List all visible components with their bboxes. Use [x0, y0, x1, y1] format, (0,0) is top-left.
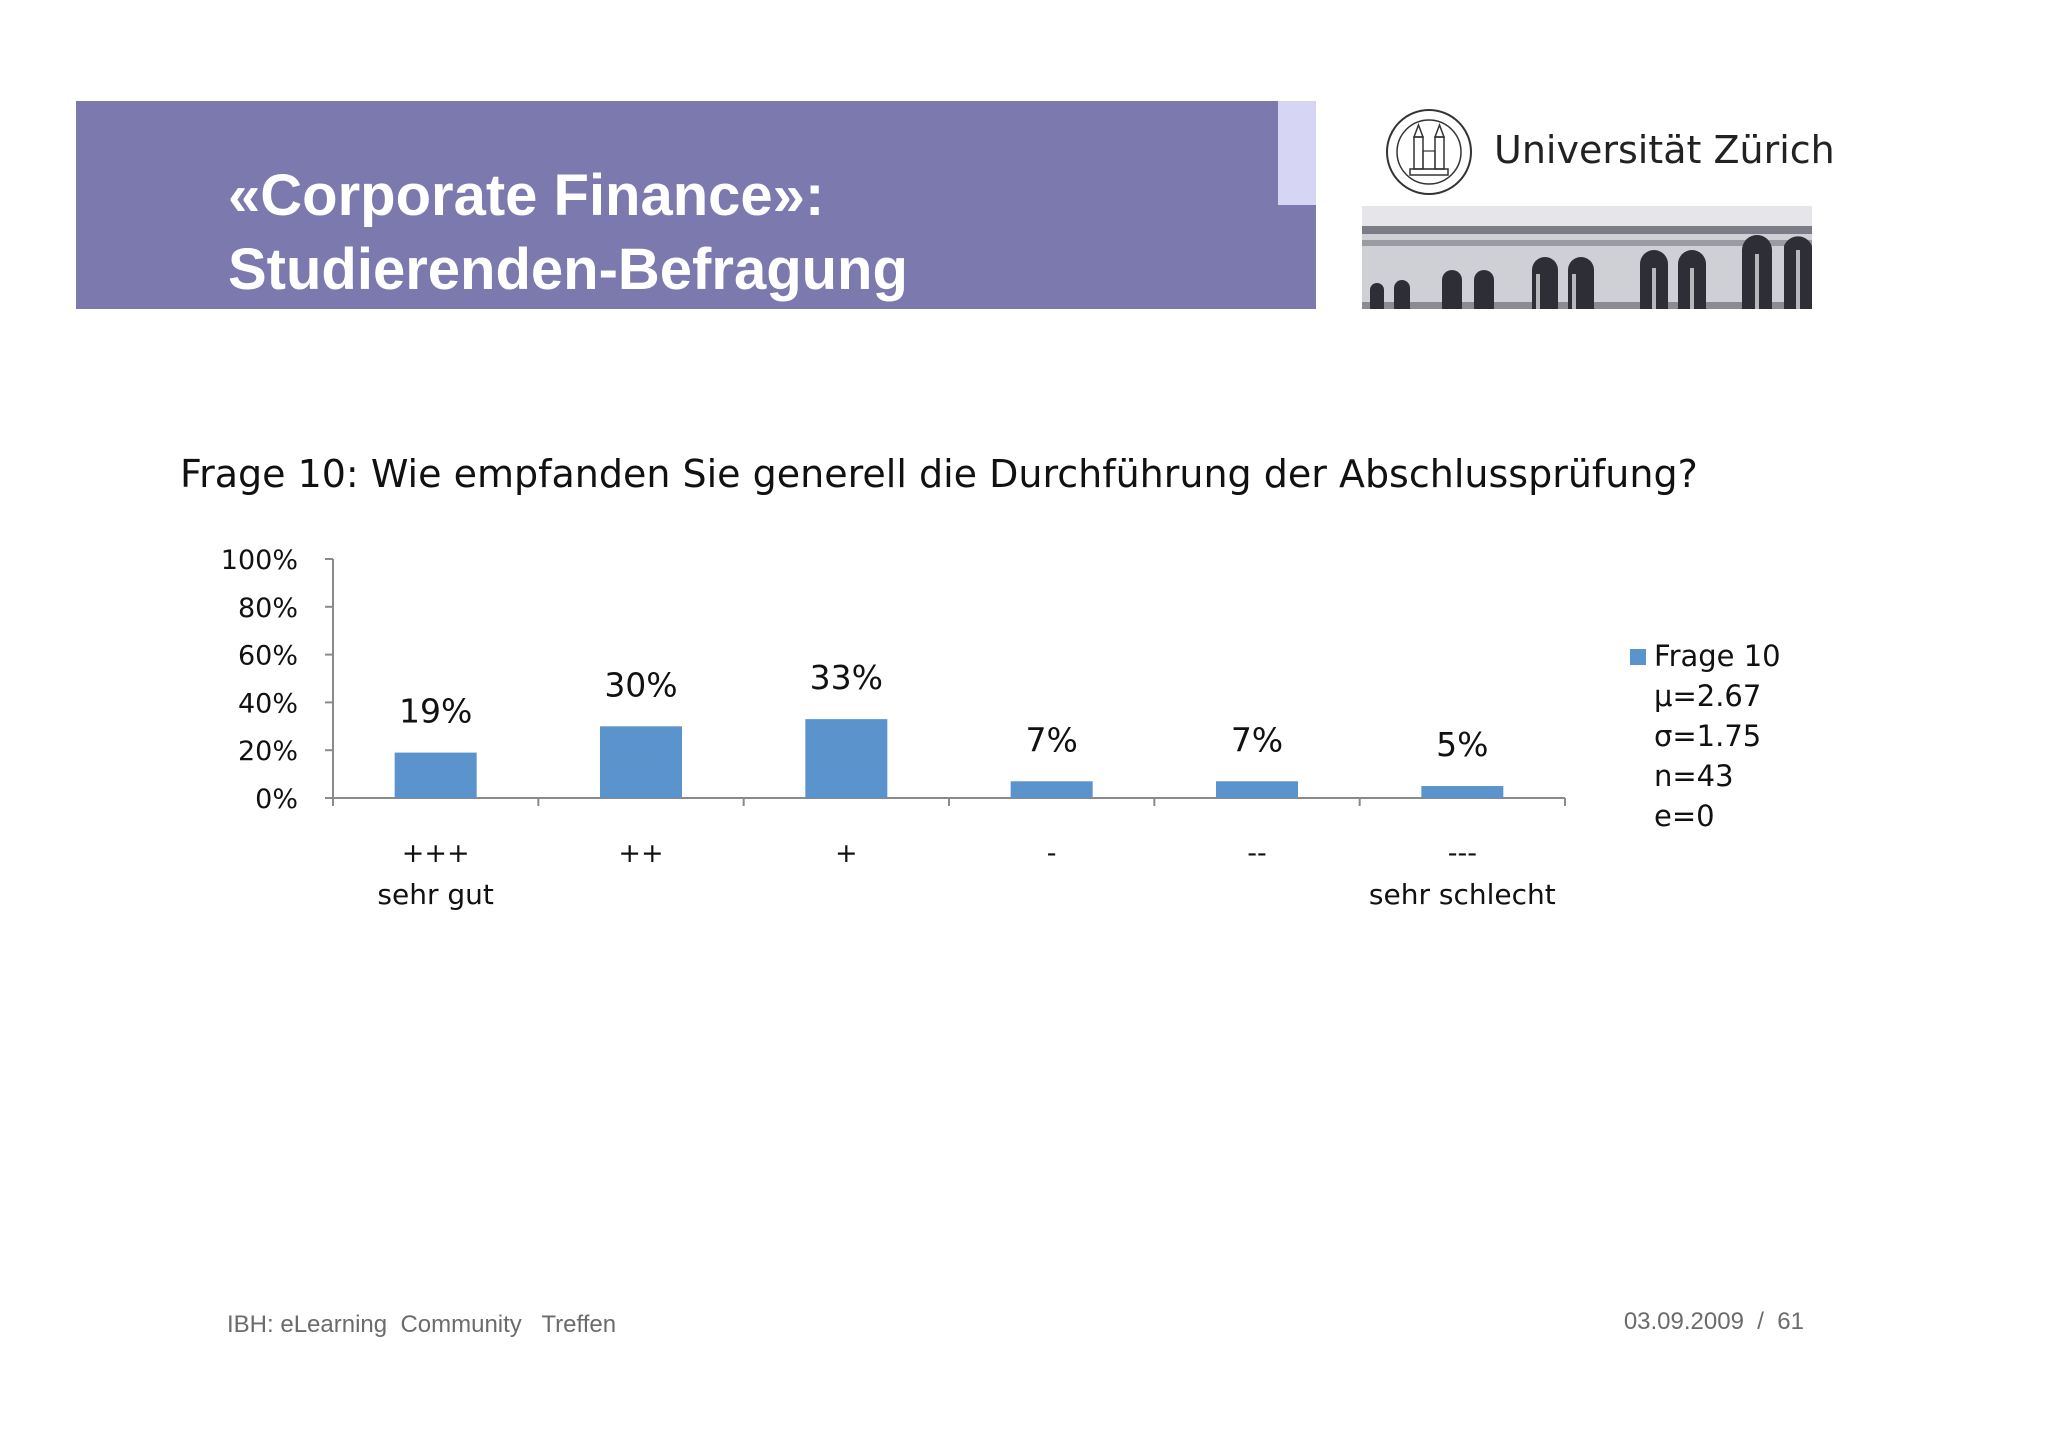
title-band: «Corporate Finance»: Studierenden-Befrag…	[76, 101, 1316, 309]
stat-e: e=0	[1654, 799, 1715, 833]
y-tick-label: 80%	[238, 593, 298, 624]
title-band-accent	[1278, 101, 1316, 205]
stat-mean: μ=2.67	[1654, 679, 1762, 713]
legend-swatch	[1630, 649, 1646, 665]
y-tick-label: 60%	[238, 641, 298, 672]
bar-3	[805, 719, 888, 798]
category-label-4: -	[1047, 838, 1057, 869]
footer-date: 03.09.2009	[1623, 1308, 1744, 1335]
stat-n: n=43	[1654, 759, 1734, 793]
university-seal-icon	[1386, 109, 1472, 195]
slide-title: «Corporate Finance»: Studierenden-Befrag…	[228, 159, 908, 307]
bar-2	[600, 726, 682, 798]
footer-separator: /	[1757, 1308, 1764, 1335]
bar-5	[1216, 781, 1298, 798]
data-label-2: 30%	[604, 665, 677, 704]
bar-1	[394, 752, 477, 798]
data-label-4: 7%	[1025, 720, 1077, 759]
legend-item-frage-10: Frage 10	[1630, 636, 1781, 676]
category-label-2: ++	[618, 838, 663, 869]
category-label-5: --	[1247, 838, 1267, 869]
university-name: Universität Zürich	[1494, 128, 1835, 172]
slide-title-line-1: «Corporate Finance»:	[228, 163, 825, 228]
category-sublabel-6: sehr schlecht	[1369, 878, 1556, 911]
bar-4	[1010, 781, 1093, 798]
category-label-6: ---	[1448, 838, 1477, 869]
footer-event: IBH: eLearning Community Treffen	[227, 1311, 617, 1338]
y-tick-label: 40%	[238, 688, 298, 719]
data-label-1: 19%	[399, 692, 472, 731]
y-tick-label: 0%	[255, 784, 298, 815]
university-logo: Universität Zürich	[1316, 101, 1835, 205]
category-sublabel-1: sehr gut	[377, 878, 493, 911]
y-tick-label: 20%	[238, 736, 298, 767]
stat-stddev: σ=1.75	[1654, 719, 1762, 753]
data-label-3: 33%	[810, 658, 883, 697]
bar-6	[1421, 786, 1504, 798]
legend-label: Frage 10	[1654, 639, 1781, 673]
building-photo	[1362, 206, 1812, 309]
y-tick-label: 100%	[221, 545, 298, 576]
footer-date-page: 03.09.2009 / 61	[1624, 1308, 1804, 1336]
category-label-1: +++	[402, 838, 470, 869]
chart-title: Frage 10: Wie empfanden Sie generell die…	[180, 452, 1698, 496]
footer-page-number: 61	[1777, 1308, 1804, 1335]
data-label-5: 7%	[1231, 720, 1283, 759]
data-label-6: 5%	[1436, 725, 1488, 764]
category-label-3: +	[835, 838, 858, 869]
slide-title-line-2: Studierenden-Befragung	[228, 237, 908, 302]
chart-legend: Frage 10 μ=2.67 σ=1.75 n=43 e=0	[1630, 636, 1781, 836]
